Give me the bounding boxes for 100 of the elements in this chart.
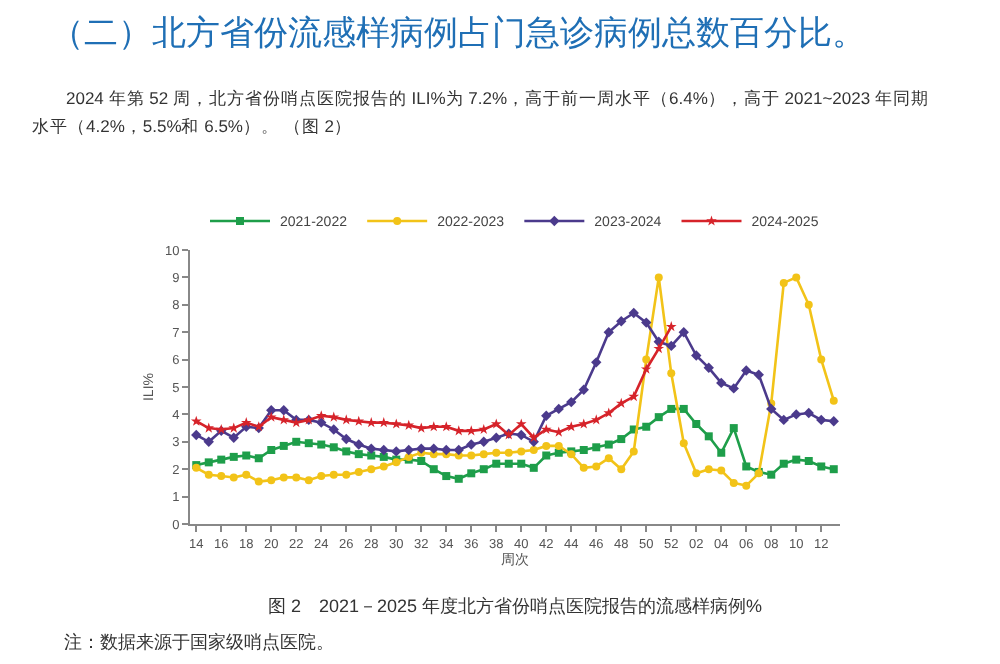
point: [742, 481, 751, 490]
point: [265, 411, 277, 422]
point: [328, 424, 339, 435]
point: [279, 473, 288, 482]
point: [554, 448, 563, 457]
point: [379, 452, 388, 461]
point: [691, 350, 702, 361]
point: [228, 432, 239, 443]
point: [429, 465, 438, 474]
point: [679, 404, 688, 413]
point: [217, 455, 226, 464]
caption: 图 2 2021－2025 年度北方省份哨点医院报告的流感样病例%: [268, 596, 763, 616]
point: [466, 439, 477, 450]
point: [579, 463, 588, 472]
point: [591, 357, 602, 368]
point: [465, 425, 477, 436]
point: [717, 448, 726, 457]
point: [279, 441, 288, 450]
point: [353, 415, 365, 426]
point: [378, 417, 390, 428]
point: [492, 459, 501, 468]
point: [354, 450, 363, 459]
point: [803, 407, 814, 419]
point: [817, 355, 826, 364]
point: [629, 447, 638, 456]
point: [553, 403, 564, 415]
point: [366, 443, 377, 454]
point: [204, 458, 213, 467]
point: [741, 365, 752, 376]
point: [603, 407, 615, 418]
point: [542, 441, 551, 450]
point: [254, 454, 263, 463]
point: [242, 470, 251, 479]
point: [541, 410, 552, 421]
point: [416, 443, 427, 454]
point: [441, 444, 452, 456]
point: [579, 446, 588, 455]
point: [454, 474, 463, 483]
point: [667, 369, 676, 378]
point: [716, 377, 727, 389]
point: [767, 470, 776, 479]
point: [342, 447, 351, 456]
point: [517, 447, 526, 456]
point: [692, 420, 701, 428]
point: [490, 418, 502, 429]
point: [353, 439, 364, 450]
point: [390, 418, 402, 429]
point: [540, 423, 552, 435]
point: [817, 462, 826, 471]
point: [653, 343, 665, 354]
point: [229, 473, 238, 482]
point: [515, 418, 527, 429]
point: [554, 441, 563, 450]
point: [829, 465, 838, 474]
point: [766, 403, 777, 415]
point: [491, 432, 502, 443]
point: [203, 436, 214, 447]
point: [792, 273, 801, 282]
point: [679, 439, 688, 448]
point: [578, 384, 589, 395]
point: [703, 362, 714, 374]
point: [329, 443, 338, 452]
point: [304, 476, 313, 485]
point: [640, 363, 652, 374]
point: [542, 451, 551, 460]
point: [816, 414, 827, 426]
point: [704, 465, 713, 474]
point: [728, 383, 739, 394]
point: [504, 459, 513, 468]
point: [779, 278, 788, 287]
point: [428, 443, 439, 454]
point: [367, 451, 376, 460]
point: [341, 433, 352, 445]
chart-subtitle: 2024 年第 52 周，北方省份哨点医院报告的 ILI%为 7.2%，高于前一周水平（6.4%），高于 2021~2023 年同期水平（4.2%，5.5%和 6.5%）。 （图 2）: [32, 86, 931, 140]
point: [604, 454, 613, 463]
point: [592, 443, 601, 452]
point: [453, 444, 464, 456]
chart-title: （二）北方省份流感样病例占门急诊病例总数百分比。: [50, 13, 866, 52]
point: [417, 456, 426, 465]
point: [642, 422, 651, 431]
point: [603, 327, 614, 338]
point: [729, 424, 738, 433]
text: 注：数据来源于国家级哨点医院。: [64, 632, 334, 652]
point: [354, 467, 363, 476]
point: [592, 462, 601, 471]
point: [504, 448, 513, 457]
point: [678, 327, 689, 338]
point: [742, 462, 751, 471]
point: [367, 465, 376, 474]
point: [804, 300, 813, 309]
point: [316, 417, 327, 428]
point: [492, 448, 501, 457]
point: [479, 465, 488, 474]
point: [379, 462, 388, 471]
point: [467, 451, 476, 460]
point: [829, 396, 838, 405]
point: [278, 405, 289, 416]
point: [442, 472, 451, 481]
point: [191, 429, 202, 441]
point: [254, 477, 263, 486]
